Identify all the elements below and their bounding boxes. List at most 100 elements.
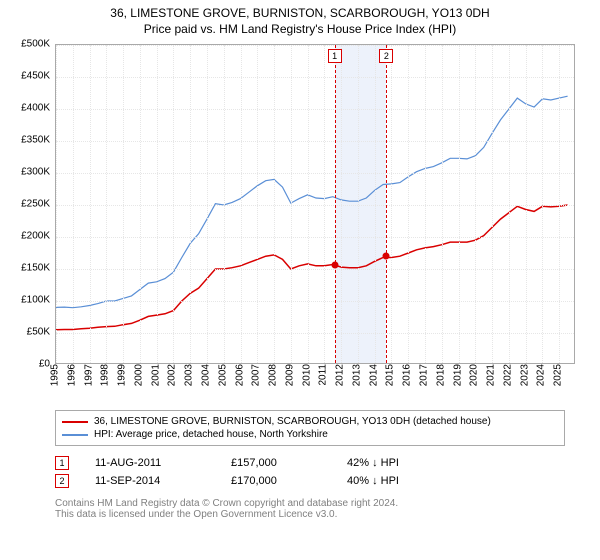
gridline-h [56,269,574,270]
y-tick-label: £100K [0,295,50,306]
gridline-v [341,45,342,363]
x-tick-label: 1995 [50,364,61,386]
sale-marker: 2 [55,474,69,488]
gridline-v [375,45,376,363]
x-tick-label: 2024 [536,364,547,386]
legend: 36, LIMESTONE GROVE, BURNISTON, SCARBORO… [55,410,565,446]
sale-marker: 1 [55,456,69,470]
legend-row: HPI: Average price, detached house, Nort… [62,428,558,441]
x-tick-label: 2007 [251,364,262,386]
sale-row: 1 11-AUG-2011 £157,000 42% ↓ HPI [55,454,565,472]
y-tick-label: £300K [0,167,50,178]
gridline-h [56,333,574,334]
gridline-v [492,45,493,363]
gridline-v [123,45,124,363]
x-tick-label: 2006 [234,364,245,386]
x-tick-label: 2009 [284,364,295,386]
gridline-v [274,45,275,363]
gridline-v [173,45,174,363]
x-tick-label: 2010 [301,364,312,386]
x-tick-label: 2015 [385,364,396,386]
gridline-h [56,45,574,46]
gridline-v [241,45,242,363]
x-tick-label: 2000 [133,364,144,386]
sale-pct: 40% ↓ HPI [347,475,399,487]
x-tick-label: 2022 [502,364,513,386]
y-tick-label: £450K [0,71,50,82]
x-tick-label: 2011 [318,364,329,386]
y-axis: £0£50K£100K£150K£200K£250K£300K£350K£400… [0,44,50,364]
gridline-h [56,109,574,110]
sale-date: 11-AUG-2011 [95,457,205,469]
footnote-line1: Contains HM Land Registry data © Crown c… [55,498,565,509]
chart-area: 12 £0£50K£100K£150K£200K£250K£300K£350K£… [55,44,600,364]
sale-pct: 42% ↓ HPI [347,457,399,469]
x-tick-label: 2005 [217,364,228,386]
x-axis: 1995199619971998199920002001200220032004… [55,364,575,402]
x-tick-label: 2002 [167,364,178,386]
gridline-v [391,45,392,363]
gridline-v [358,45,359,363]
x-tick-label: 2001 [150,364,161,386]
y-tick-label: £0 [0,359,50,370]
x-tick-label: 1998 [100,364,111,386]
gridline-v [257,45,258,363]
sale-price: £157,000 [231,457,321,469]
gridline-h [56,301,574,302]
marker-box: 2 [379,49,393,63]
x-tick-label: 2023 [519,364,530,386]
sale-table: 1 11-AUG-2011 £157,000 42% ↓ HPI 2 11-SEP-201… [55,454,565,490]
x-tick-label: 2014 [368,364,379,386]
marker-box: 1 [328,49,342,63]
series-line [56,96,568,308]
gridline-h [56,141,574,142]
gridline-v [509,45,510,363]
gridline-v [308,45,309,363]
gridline-h [56,237,574,238]
chart-title-line2: Price paid vs. HM Land Registry's House … [0,20,600,36]
y-tick-label: £50K [0,327,50,338]
y-tick-label: £400K [0,103,50,114]
marker-point [331,261,338,268]
y-tick-label: £200K [0,231,50,242]
y-tick-label: £350K [0,135,50,146]
footnote-line2: This data is licensed under the Open Gov… [55,509,565,520]
marker-point [383,253,390,260]
gridline-v [56,45,57,363]
gridline-v [526,45,527,363]
x-tick-label: 2019 [452,364,463,386]
gridline-v [408,45,409,363]
x-tick-label: 2016 [402,364,413,386]
chart-title-line1: 36, LIMESTONE GROVE, BURNISTON, SCARBORO… [0,0,600,20]
marker-vline [386,45,387,363]
x-tick-label: 1997 [83,364,94,386]
x-tick-label: 2018 [435,364,446,386]
x-tick-label: 2017 [419,364,430,386]
gridline-v [442,45,443,363]
gridline-v [459,45,460,363]
gridline-v [324,45,325,363]
gridline-v [190,45,191,363]
x-tick-label: 2004 [200,364,211,386]
gridline-v [73,45,74,363]
gridline-h [56,205,574,206]
x-tick-label: 2013 [351,364,362,386]
legend-row: 36, LIMESTONE GROVE, BURNISTON, SCARBORO… [62,415,558,428]
gridline-v [90,45,91,363]
gridline-v [140,45,141,363]
series-line [56,205,568,330]
gridline-v [291,45,292,363]
footnote: Contains HM Land Registry data © Crown c… [55,498,565,520]
marker-vline [335,45,336,363]
sale-row: 2 11-SEP-2014 £170,000 40% ↓ HPI [55,472,565,490]
x-tick-label: 1996 [66,364,77,386]
sale-price: £170,000 [231,475,321,487]
gridline-v [106,45,107,363]
sale-date: 11-SEP-2014 [95,475,205,487]
y-tick-label: £500K [0,39,50,50]
x-tick-label: 2012 [335,364,346,386]
gridline-v [425,45,426,363]
gridline-v [207,45,208,363]
gridline-v [542,45,543,363]
legend-label: HPI: Average price, detached house, Nort… [94,429,328,440]
